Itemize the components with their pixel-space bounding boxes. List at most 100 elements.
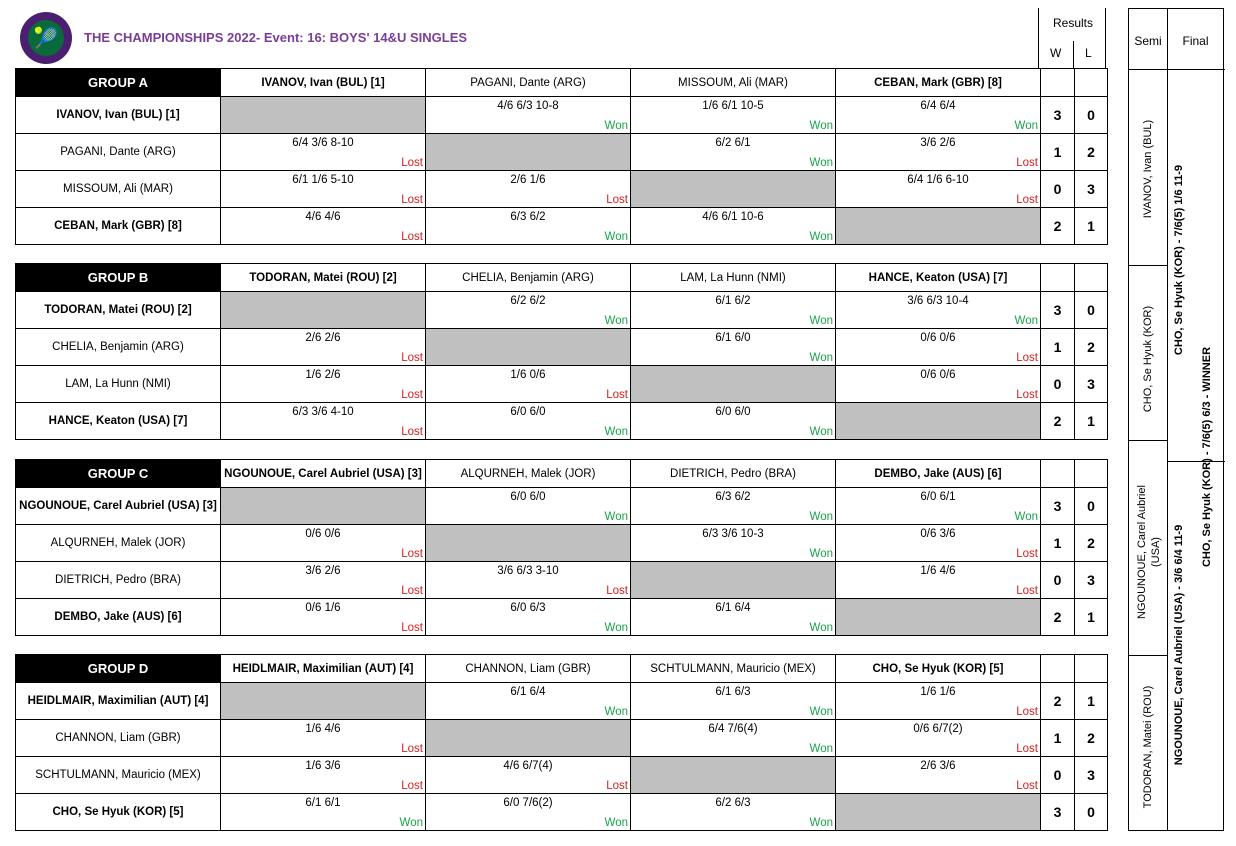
match-cell: 3/6 6/3 10-4 Won: [835, 291, 1041, 329]
match-cell: 6/3 6/2 Won: [630, 487, 836, 525]
column-header-player: ALQURNEH, Malek (JOR): [425, 459, 631, 488]
group-table: GROUP B TODORAN, Matei (ROU) [2] CHELIA, B…: [15, 263, 1108, 440]
match-status: Won: [604, 622, 628, 634]
losses-count: 1: [1074, 207, 1108, 245]
match-cell: 6/4 3/6 8-10 Lost: [220, 133, 426, 171]
table-row: DEMBO, Jake (AUS) [6] 0/6 1/6 Lost 6/0 6/3 W…: [15, 598, 1108, 636]
match-status: Won: [809, 511, 833, 523]
match-cell: 4/6 6/3 10-8 Won: [425, 96, 631, 134]
results-header: Results W L: [1038, 8, 1106, 68]
match-status: Lost: [401, 389, 423, 401]
group-name: GROUP C: [15, 459, 221, 488]
match-score: 6/4 7/6(4): [708, 723, 758, 735]
match-status: Lost: [401, 231, 423, 243]
match-cell: 0/6 0/6 Lost: [835, 365, 1041, 403]
losses-count: 0: [1074, 96, 1108, 134]
match-cell: 1/6 0/6 Lost: [425, 365, 631, 403]
match-status: Won: [809, 817, 833, 829]
match-cell: 6/4 6/4 Won: [835, 96, 1041, 134]
table-row: DIETRICH, Pedro (BRA) 3/6 2/6 Lost 3/6 6/3 …: [15, 561, 1108, 599]
wins-header: W: [1050, 46, 1062, 60]
table-row: HANCE, Keaton (USA) [7] 6/3 3/6 4-10 Lost 6…: [15, 402, 1108, 440]
row-header-player: CEBAN, Mark (GBR) [8]: [15, 207, 221, 245]
final-result: CHO, Se Hyuk (KOR) - 7/6(5) 6/3 - WINNER: [1201, 346, 1213, 568]
losses-header: L: [1085, 46, 1092, 60]
table-row: CHO, Se Hyuk (KOR) [5] 6/1 6/1 Won 6/0 7/6(…: [15, 793, 1108, 831]
match-status: Won: [809, 548, 833, 560]
column-header-player: IVANOV, Ivan (BUL) [1]: [220, 68, 426, 97]
match-cell: 6/4 1/6 6-10 Lost: [835, 170, 1041, 208]
table-row: PAGANI, Dante (ARG) 6/4 3/6 8-10 Lost 6/2 6…: [15, 133, 1108, 171]
table-row: IVANOV, Ivan (BUL) [1] 4/6 6/3 10-8 Won 1/6…: [15, 96, 1108, 134]
match-score: 1/6 4/6: [305, 723, 341, 735]
match-score: 3/6 2/6: [920, 137, 956, 149]
group-name: GROUP A: [15, 68, 221, 97]
match-status: Won: [604, 706, 628, 718]
match-status: Lost: [1016, 585, 1038, 597]
match-score: 4/6 6/1 10-6: [702, 211, 764, 223]
match-cell: 6/0 6/3 Won: [425, 598, 631, 636]
wins-count: 1: [1040, 524, 1075, 562]
match-status: Lost: [401, 743, 423, 755]
match-score: 6/1 6/3: [715, 686, 751, 698]
match-status: Won: [1014, 315, 1038, 327]
match-score: 6/1 6/1: [305, 797, 341, 809]
match-status: Lost: [1016, 157, 1038, 169]
match-cell: 6/3 3/6 4-10 Lost: [220, 402, 426, 440]
match-status: Won: [604, 231, 628, 243]
match-status: Lost: [401, 780, 423, 792]
match-score: 6/4 6/4: [920, 100, 956, 112]
group-table: GROUP C NGOUNOUE, Carel Aubriel (USA) [3]…: [15, 459, 1108, 636]
row-header-player: ALQURNEH, Malek (JOR): [15, 524, 221, 562]
match-status: Won: [809, 352, 833, 364]
match-score: 4/6 6/3 10-8: [497, 100, 559, 112]
match-score: 4/6 6/7(4): [503, 760, 553, 772]
wins-count: 0: [1040, 170, 1075, 208]
match-cell: 1/6 3/6 Lost: [220, 756, 426, 794]
diagonal-cell: [220, 487, 426, 525]
semi-result-1: CHO, Se Hyuk (KOR) - 7/6(5) 1/6 11-9: [1173, 164, 1185, 356]
match-status: Won: [604, 511, 628, 523]
match-score: 6/3 6/2: [715, 491, 751, 503]
match-cell: 6/0 6/0 Won: [425, 487, 631, 525]
row-header-player: MISSOUM, Ali (MAR): [15, 170, 221, 208]
match-status: Won: [604, 426, 628, 438]
table-row: SCHTULMANN, Mauricio (MEX) 1/6 3/6 Lost 4/6…: [15, 756, 1108, 794]
match-score: 3/6 6/3 3-10: [497, 565, 559, 577]
match-cell: 6/1 6/1 Won: [220, 793, 426, 831]
semi-player-cho: CHO, Se Hyuk (KOR): [1142, 305, 1154, 413]
match-score: 6/2 6/1: [715, 137, 751, 149]
row-header-player: TODORAN, Matei (ROU) [2]: [15, 291, 221, 329]
row-header-player: CHELIA, Benjamin (ARG): [15, 328, 221, 366]
wins-count: 1: [1040, 719, 1075, 757]
losses-count: 2: [1074, 719, 1108, 757]
column-header-player: PAGANI, Dante (ARG): [425, 68, 631, 97]
match-cell: 6/3 6/2 Won: [425, 207, 631, 245]
match-cell: 3/6 2/6 Lost: [220, 561, 426, 599]
match-cell: 3/6 2/6 Lost: [835, 133, 1041, 171]
column-header-player: HEIDLMAIR, Maximilian (AUT) [4]: [220, 654, 426, 683]
wins-count: 1: [1040, 133, 1075, 171]
match-score: 2/6 2/6: [305, 332, 341, 344]
group-table: GROUP A IVANOV, Ivan (BUL) [1] PAGANI, Dan…: [15, 68, 1108, 245]
column-header-player: CHO, Se Hyuk (KOR) [5]: [835, 654, 1041, 683]
losses-count: 0: [1074, 793, 1108, 831]
column-header-player: NGOUNOUE, Carel Aubriel (USA) [3]: [220, 459, 426, 488]
match-score: 6/1 1/6 5-10: [292, 174, 354, 186]
match-score: 6/1 6/2: [715, 295, 751, 307]
diagonal-cell: [835, 402, 1041, 440]
match-score: 3/6 6/3 10-4: [907, 295, 969, 307]
wins-count: 0: [1040, 756, 1075, 794]
match-status: Lost: [1016, 780, 1038, 792]
semi-player-ngounoue-line1: NGOUNOUE, Carel Aubriel: [1136, 485, 1148, 619]
match-status: Lost: [401, 352, 423, 364]
diagonal-cell: [630, 756, 836, 794]
match-score: 6/2 6/3: [715, 797, 751, 809]
column-header-player: SCHTULMANN, Mauricio (MEX): [630, 654, 836, 683]
wimbledon-logo-icon: 🎾: [20, 12, 72, 64]
match-cell: 1/6 6/1 10-5 Won: [630, 96, 836, 134]
row-header-player: DIETRICH, Pedro (BRA): [15, 561, 221, 599]
match-cell: 6/0 6/1 Won: [835, 487, 1041, 525]
row-header-player: IVANOV, Ivan (BUL) [1]: [15, 96, 221, 134]
diagonal-cell: [425, 524, 631, 562]
